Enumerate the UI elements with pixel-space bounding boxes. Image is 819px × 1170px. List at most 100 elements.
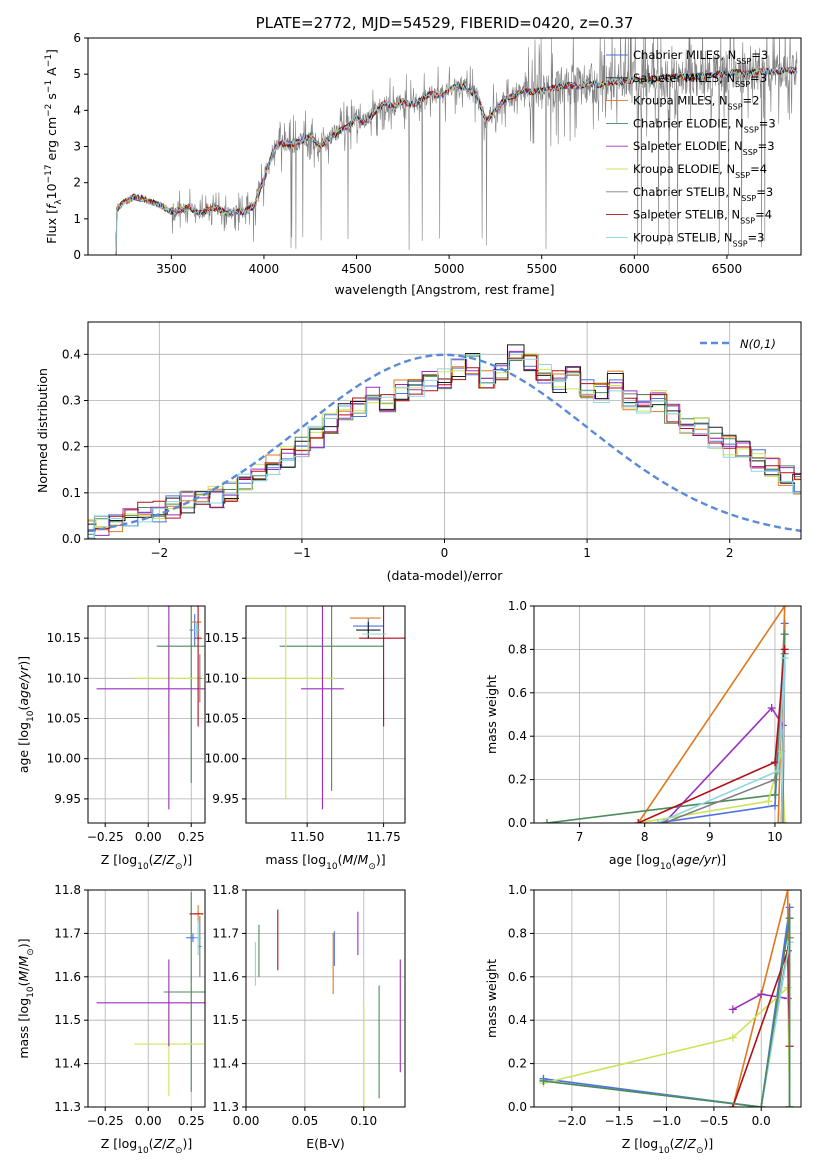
plot-area bbox=[115, 38, 798, 255]
x-tick-label: −1 bbox=[293, 546, 311, 560]
y-axis-label: mass weight bbox=[484, 959, 499, 1038]
y-tick-label: 0.0 bbox=[508, 816, 527, 830]
y-tick-label: 10.10 bbox=[205, 671, 239, 685]
plot-area bbox=[543, 606, 789, 823]
y-tick-label: 9.95 bbox=[54, 792, 81, 806]
label-part: Z bbox=[686, 1136, 696, 1151]
weight-marker bbox=[780, 630, 789, 639]
weight-line bbox=[657, 658, 786, 823]
x-tick-label: 9 bbox=[706, 830, 714, 844]
y-axis-label: age [log10(age/yr)] bbox=[16, 656, 36, 773]
axes-frame bbox=[533, 605, 802, 824]
x-tick-label: −1.0 bbox=[652, 1114, 681, 1128]
label-part: M bbox=[343, 852, 354, 867]
legend-sub: SSP bbox=[741, 193, 756, 202]
histogram-step bbox=[88, 344, 801, 525]
x-tick-label: 0.00 bbox=[135, 830, 162, 844]
legend-label: Chabrier STELIB, N bbox=[633, 185, 741, 199]
y-tick-label: 11.8 bbox=[54, 883, 81, 897]
chart-title: PLATE=2772, MJD=54529, FIBERID=0420, z=0… bbox=[256, 14, 634, 32]
y-tick-label: 0.4 bbox=[508, 729, 527, 743]
axes-frame bbox=[245, 889, 406, 1108]
y-tick-label: 0.6 bbox=[508, 686, 527, 700]
weight-marker bbox=[539, 1076, 548, 1085]
y-tick-label: 1 bbox=[73, 212, 81, 226]
x-tick-label: 6000 bbox=[619, 262, 650, 276]
label-part: Z bbox=[165, 1136, 175, 1151]
legend-label: Kroupa STELIB, N bbox=[633, 230, 733, 244]
weight-marker bbox=[767, 703, 776, 712]
panel-spectrum: 3500 4000 4500 5000 5500 6000 6500 0 1 2 3 4 5 6 PLATE… bbox=[44, 14, 802, 297]
label-part: mass [log bbox=[16, 998, 31, 1059]
weight-line bbox=[543, 918, 791, 1107]
x-tick-label: −2.0 bbox=[557, 1114, 586, 1128]
label-part: ⊙ bbox=[175, 862, 183, 872]
x-axis-label: Z [log10(Z/Z⊙)] bbox=[101, 1136, 193, 1156]
weight-marker bbox=[757, 990, 766, 999]
legend-sub: SSP bbox=[733, 239, 748, 248]
plot-area bbox=[96, 892, 205, 1097]
label-part: / bbox=[162, 1136, 167, 1151]
legend-entry: Salpeter ELODIE, NSSP=3 bbox=[633, 139, 775, 157]
label-part: age/yr bbox=[16, 665, 31, 706]
x-axis-label: wavelength [Angstrom, rest frame] bbox=[334, 282, 554, 297]
x-tick-label: 0.0 bbox=[752, 1114, 771, 1128]
panel-age_vs_Z: −0.25 0.00 0.25 9.95 10.00 10.05 10.10 10.15 Z [… bbox=[16, 605, 206, 872]
legend-tail: =3 bbox=[750, 71, 767, 85]
y-axis-label: Normed distribution bbox=[35, 368, 50, 493]
y-tick-label: 11.6 bbox=[54, 970, 81, 984]
x-tick-label: 4500 bbox=[341, 262, 372, 276]
weight-marker bbox=[770, 775, 779, 784]
label-part: Z [log bbox=[101, 1136, 137, 1151]
panel-residuals: −2 −1 0 1 2 0.0 0.1 0.2 0.3 0.4 (data-model)/error… bbox=[35, 321, 802, 583]
x-tick-label: 11.50 bbox=[290, 830, 324, 844]
legend-sub: SSP bbox=[735, 79, 750, 88]
y-tick-label: 11.7 bbox=[54, 926, 81, 940]
x-axis-label: (data-model)/error bbox=[387, 568, 504, 583]
legend-sub: SSP bbox=[743, 148, 758, 157]
weight-marker bbox=[728, 1033, 737, 1042]
y-tick-label: 11.3 bbox=[54, 1100, 81, 1114]
legend-entry: Salpeter MILES, NSSP=3 bbox=[633, 71, 767, 89]
axes-frame bbox=[245, 605, 406, 824]
x-tick-label: 0.25 bbox=[178, 1114, 205, 1128]
y-tick-label: 4 bbox=[73, 103, 81, 117]
y-tick-label: 0.2 bbox=[508, 773, 527, 787]
legend-tail: =4 bbox=[750, 162, 767, 176]
y-tick-label: 10.00 bbox=[47, 752, 81, 766]
y-tick-label: 1.0 bbox=[508, 883, 527, 897]
legend-entry: Chabrier STELIB, NSSP=3 bbox=[633, 185, 773, 203]
weight-marker bbox=[770, 801, 779, 810]
y-tick-label: 10.10 bbox=[47, 671, 81, 685]
y-tick-label: 10.00 bbox=[205, 752, 239, 766]
weight-marker bbox=[770, 758, 779, 767]
histogram-step bbox=[88, 354, 801, 539]
y-tick-label: 0.8 bbox=[508, 926, 527, 940]
weight-marker bbox=[785, 914, 794, 923]
label-part: ( bbox=[16, 982, 31, 987]
x-tick-label: −0.25 bbox=[87, 1114, 124, 1128]
label-part: Z [log bbox=[622, 1136, 658, 1151]
weight-marker bbox=[783, 890, 792, 894]
weight-line bbox=[546, 634, 786, 823]
y-tick-label: 3 bbox=[73, 140, 81, 154]
x-axis-label: mass [log10(M/M⊙)] bbox=[265, 852, 385, 872]
label-part: 10 bbox=[137, 1146, 149, 1156]
label-part: −1 bbox=[44, 54, 54, 67]
x-tick-label: −0.25 bbox=[87, 830, 124, 844]
y-tick-label: 0.6 bbox=[508, 970, 527, 984]
gaussian-curve bbox=[88, 353, 801, 533]
label-part: ⊙ bbox=[26, 948, 36, 956]
x-tick-label: −2 bbox=[150, 546, 168, 560]
y-tick-label: 11.5 bbox=[54, 1013, 81, 1027]
weight-marker bbox=[653, 819, 662, 823]
legend-tail: =3 bbox=[758, 139, 775, 153]
x-axis-label: E(B-V) bbox=[306, 1136, 345, 1151]
legend-label: Chabrier ELODIE, N bbox=[633, 116, 744, 130]
legend: N(0,1) bbox=[700, 337, 776, 351]
label-part: )] bbox=[703, 1136, 713, 1151]
legend-entry: Salpeter STELIB, NSSP=4 bbox=[633, 208, 772, 226]
weight-marker bbox=[634, 819, 643, 823]
legend-label: Kroupa MILES, N bbox=[633, 94, 728, 108]
label-part: M bbox=[16, 955, 31, 966]
